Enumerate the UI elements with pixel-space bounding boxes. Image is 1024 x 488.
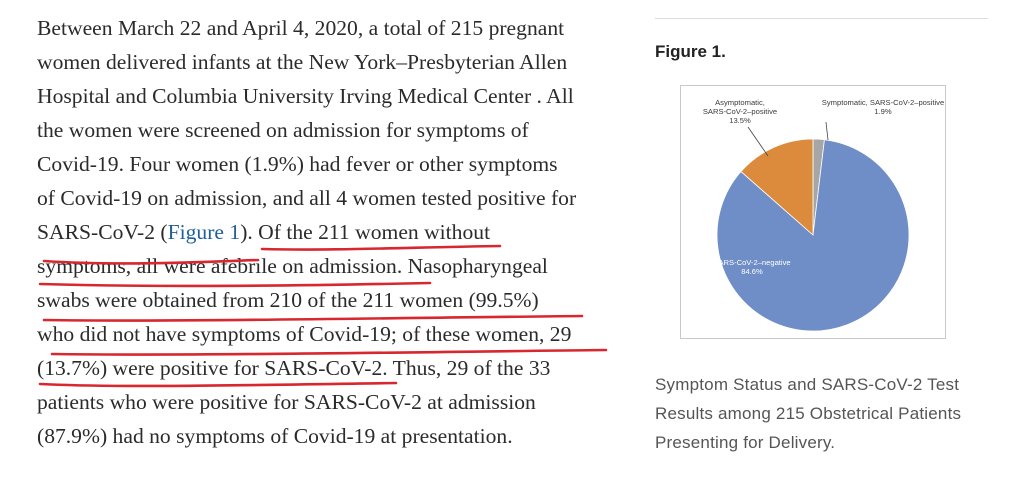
caption-line-1: Symptom Status and SARS-CoV-2 Test: [655, 375, 960, 394]
article-text-segment: ). Of the 211 women without: [240, 220, 491, 244]
article-line-13: (87.9%) had no symptoms of Covid-19 at p…: [37, 424, 513, 448]
slice-label-symptomatic: Symptomatic, SARS-CoV-2–positive: [822, 98, 944, 107]
article-line-9: swabs were obtained from 210 of the 211 …: [37, 288, 539, 312]
pie-chart[interactable]: Asymptomatic, SARS-CoV-2–positive 13.5% …: [680, 85, 946, 339]
figure-panel: Figure 1. Asymptomatic, SARS-CoV-2–posit…: [655, 0, 988, 488]
slice-value-negative: 84.6%: [741, 267, 763, 276]
caption-line-3: Presenting for Delivery.: [655, 433, 836, 452]
slice-label-asymptomatic-line1: Asymptomatic,: [715, 98, 765, 107]
article-line-1: Between March 22 and April 4, 2020, a to…: [37, 16, 565, 40]
figure-title: Figure 1.: [655, 42, 726, 61]
article-line-3: Hospital and Columbia University Irving …: [37, 84, 574, 108]
article-line-12: patients who were positive for SARS-CoV-…: [37, 390, 536, 414]
slice-value-symptomatic: 1.9%: [874, 107, 892, 116]
figure-caption: Symptom Status and SARS-CoV-2 Test Resul…: [655, 370, 988, 457]
leader-line-asymptomatic: [747, 126, 769, 157]
leader-line-symptomatic: [825, 121, 829, 141]
article-text: Between March 22 and April 4, 2020, a to…: [37, 11, 627, 453]
slice-label-asymptomatic-line2: SARS-CoV-2–positive: [703, 107, 777, 116]
pie-slice-asymptomatic: [740, 138, 814, 236]
article-line-4: the women were screened on admission for…: [37, 118, 529, 142]
figure-1-link[interactable]: Figure 1: [167, 220, 241, 244]
article-line-6: of Covid-19 on admission, and all 4 wome…: [37, 186, 577, 210]
article-line-7: SARS-CoV-2 (Figure 1). Of the 211 women …: [37, 215, 627, 249]
caption-line-2: Results among 215 Obstetrical Patients: [655, 404, 962, 423]
slice-label-negative: SARS-CoV-2–negative: [713, 258, 790, 267]
article-line-8: symptoms, all were afebrile on admission…: [37, 254, 548, 278]
slice-value-asymptomatic: 13.5%: [729, 116, 751, 125]
article-text-segment: SARS-CoV-2 (: [37, 220, 168, 244]
divider: [655, 18, 988, 19]
article-line-10: who did not have symptoms of Covid-19; o…: [37, 322, 572, 346]
article-line-11: (13.7%) were positive for SARS-CoV-2. Th…: [37, 356, 551, 380]
article-line-5: Covid-19. Four women (1.9%) had fever or…: [37, 152, 558, 176]
article-line-2: women delivered infants at the New York–…: [37, 50, 568, 74]
